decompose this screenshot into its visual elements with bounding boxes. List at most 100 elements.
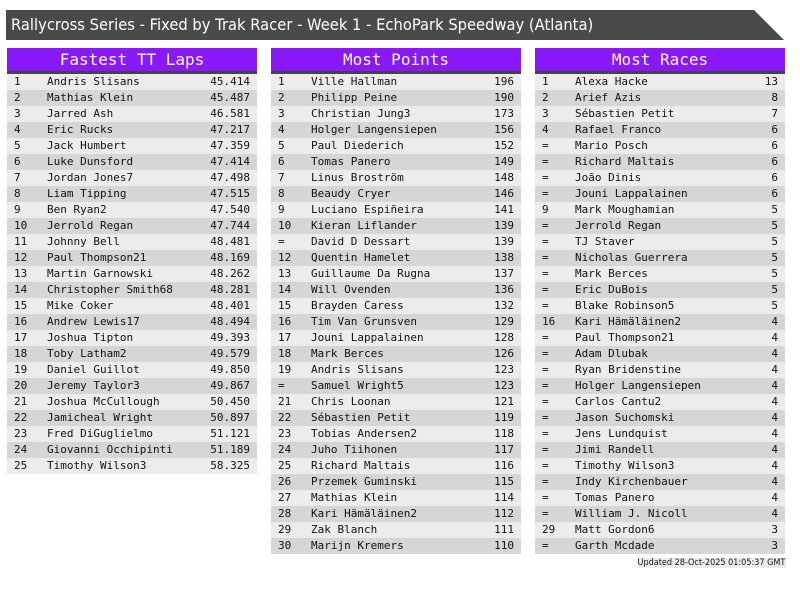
value-cell: 139 [494, 235, 514, 248]
table-row: 4 Holger Langensiepen 156 [271, 122, 521, 138]
table-row: = Jimi Randell 4 [535, 442, 785, 458]
panel-title: Most Points [271, 48, 521, 74]
value-cell: 152 [494, 139, 514, 152]
value-cell: 48.281 [210, 283, 250, 296]
driver-name-cell: Johnny Bell [47, 235, 120, 248]
position-cell: 10 [14, 219, 28, 232]
table-row: = Holger Langensiepen 4 [535, 378, 785, 394]
page-title: Rallycross Series - Fixed by Trak Racer … [11, 15, 594, 34]
table-row: = Eric DuBois 5 [535, 282, 785, 298]
table-row: = Paul Thompson21 4 [535, 330, 785, 346]
driver-name-cell: Jeremy Taylor3 [47, 379, 140, 392]
driver-name-cell: Jarred Ash [47, 107, 114, 120]
position-cell: 24 [14, 443, 28, 456]
driver-name-cell: Kieran Liflander [311, 219, 417, 232]
value-cell: 7 [771, 107, 778, 120]
value-cell: 110 [494, 539, 514, 552]
position-cell: 12 [278, 251, 292, 264]
value-cell: 47.515 [210, 187, 250, 200]
driver-name-cell: Liam Tipping [47, 187, 127, 200]
table-row: 4 Rafael Franco 6 [535, 122, 785, 138]
value-cell: 4 [771, 507, 778, 520]
value-cell: 4 [771, 475, 778, 488]
driver-name-cell: João Dinis [575, 171, 642, 184]
value-cell: 115 [494, 475, 514, 488]
position-cell: = [542, 331, 549, 344]
value-cell: 156 [494, 123, 514, 136]
position-cell: = [542, 235, 549, 248]
value-cell: 47.414 [210, 155, 250, 168]
position-cell: 25 [14, 459, 28, 472]
table-row: 23 Fred DiGuglielmo 51.121 [7, 426, 257, 442]
panel-title: Fastest TT Laps [7, 48, 257, 74]
driver-name-cell: Giovanni Occhipinti [47, 443, 173, 456]
driver-name-cell: Andris Slisans [311, 363, 404, 376]
driver-name-cell: Mark Berces [575, 267, 648, 280]
table-row: = William J. Nicoll 4 [535, 506, 785, 522]
position-cell: = [542, 171, 549, 184]
position-cell: = [542, 283, 549, 296]
driver-name-cell: Mark Moughamian [575, 203, 675, 216]
driver-name-cell: Luke Dunsford [47, 155, 134, 168]
value-cell: 13 [764, 75, 778, 88]
driver-name-cell: Jack Humbert [47, 139, 127, 152]
value-cell: 118 [494, 427, 514, 440]
driver-name-cell: Holger Langensiepen [311, 123, 437, 136]
position-cell: 25 [278, 459, 292, 472]
value-cell: 148 [494, 171, 514, 184]
driver-name-cell: Eric Rucks [47, 123, 114, 136]
position-cell: 15 [14, 299, 28, 312]
position-cell: 4 [278, 123, 285, 136]
table-row: 25 Timothy Wilson3 58.325 [7, 458, 257, 474]
table-row: 24 Juho Tiihonen 117 [271, 442, 521, 458]
value-cell: 47.540 [210, 203, 250, 216]
value-cell: 126 [494, 347, 514, 360]
table-row: 11 Johnny Bell 48.481 [7, 234, 257, 250]
driver-name-cell: Holger Langensiepen [575, 379, 701, 392]
table-row: = Jerrold Regan 5 [535, 218, 785, 234]
driver-name-cell: Philipp Peine [311, 91, 398, 104]
position-cell: = [542, 379, 549, 392]
position-cell: 9 [278, 203, 285, 216]
value-cell: 141 [494, 203, 514, 216]
table-row: 24 Giovanni Occhipinti 51.189 [7, 442, 257, 458]
table-row: 14 Will Ovenden 136 [271, 282, 521, 298]
value-cell: 129 [494, 315, 514, 328]
driver-name-cell: Paul Thompson21 [47, 251, 147, 264]
driver-name-cell: Richard Maltais [311, 459, 411, 472]
position-cell: = [542, 395, 549, 408]
value-cell: 139 [494, 219, 514, 232]
table-row: 1 Ville Hallman 196 [271, 74, 521, 90]
table-row: = Indy Kirchenbauer 4 [535, 474, 785, 490]
position-cell: 29 [542, 523, 556, 536]
value-cell: 6 [771, 123, 778, 136]
driver-name-cell: Indy Kirchenbauer [575, 475, 688, 488]
value-cell: 116 [494, 459, 514, 472]
value-cell: 49.579 [210, 347, 250, 360]
position-cell: 21 [278, 395, 292, 408]
table-row: 26 Przemek Guminski 115 [271, 474, 521, 490]
value-cell: 137 [494, 267, 514, 280]
value-cell: 4 [771, 443, 778, 456]
table-row: 17 Joshua Tipton 49.393 [7, 330, 257, 346]
driver-name-cell: Kari Hämäläinen2 [575, 315, 681, 328]
value-cell: 4 [771, 427, 778, 440]
value-cell: 8 [771, 91, 778, 104]
position-cell: 13 [278, 267, 292, 280]
value-cell: 48.401 [210, 299, 250, 312]
value-cell: 128 [494, 331, 514, 344]
value-cell: 5 [771, 235, 778, 248]
table-row: = Jens Lundquist 4 [535, 426, 785, 442]
driver-name-cell: Marijn Kremers [311, 539, 404, 552]
value-cell: 45.487 [210, 91, 250, 104]
position-cell: 22 [278, 411, 292, 424]
driver-name-cell: William J. Nicoll [575, 507, 688, 520]
driver-name-cell: Przemek Guminski [311, 475, 417, 488]
table-row: 19 Andris Slisans 123 [271, 362, 521, 378]
table-row: 16 Kari Hämäläinen2 4 [535, 314, 785, 330]
table-row: = Blake Robinson5 5 [535, 298, 785, 314]
position-cell: 23 [278, 427, 292, 440]
driver-name-cell: Mike Coker [47, 299, 114, 312]
position-cell: 9 [14, 203, 21, 216]
table-row: 12 Paul Thompson21 48.169 [7, 250, 257, 266]
